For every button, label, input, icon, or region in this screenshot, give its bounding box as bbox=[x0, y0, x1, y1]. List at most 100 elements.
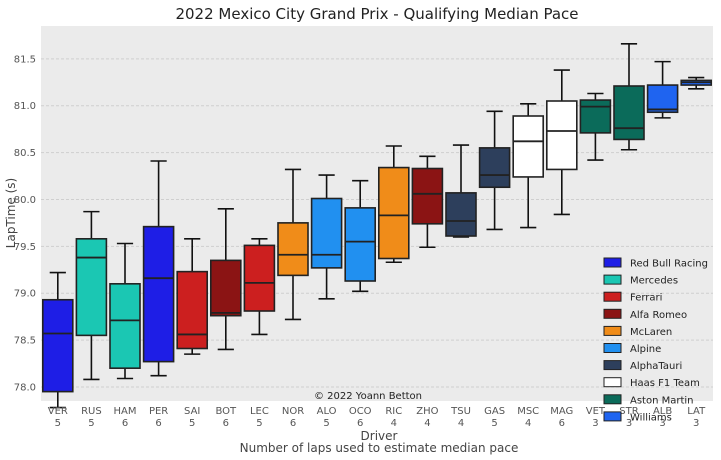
x-tick-laps: 3 bbox=[693, 418, 699, 429]
box-iqr bbox=[445, 192, 477, 237]
x-tick-laps: 3 bbox=[592, 418, 598, 429]
x-tick-label: RIC bbox=[385, 406, 402, 417]
box-iqr bbox=[243, 244, 276, 312]
x-tick-laps: 3 bbox=[659, 418, 665, 429]
y-tick-label: 78.0 bbox=[14, 382, 36, 393]
x-tick-laps: 5 bbox=[189, 418, 195, 429]
box-iqr bbox=[512, 115, 545, 178]
legend-item: Ferrari bbox=[603, 291, 662, 304]
x-tick-laps: 5 bbox=[55, 418, 61, 429]
x-tick-laps: 6 bbox=[357, 418, 363, 429]
legend-label: Red Bull Racing bbox=[630, 259, 708, 270]
legend-item: McLaren bbox=[603, 325, 672, 338]
box-iqr bbox=[646, 84, 679, 114]
legend-label: Aston Martin bbox=[630, 395, 694, 406]
x-tick-laps: 6 bbox=[223, 418, 229, 429]
x-tick-laps: 6 bbox=[290, 418, 296, 429]
box-iqr bbox=[41, 298, 74, 393]
x-tick-laps: 3 bbox=[626, 418, 632, 429]
legend-item: Alfa Romeo bbox=[603, 308, 687, 321]
y-tick-label: 79.5 bbox=[14, 242, 36, 253]
x-tick-label: STR bbox=[619, 406, 638, 417]
box-iqr bbox=[75, 238, 108, 337]
x-tick-label: LEC bbox=[250, 406, 269, 417]
x-tick-labels: VER5RUS5HAM6PER6SAI5BOT6LEC5NOR6ALO5OCO6… bbox=[48, 406, 706, 429]
legend-swatch bbox=[603, 325, 622, 336]
x-tick-label: PER bbox=[149, 406, 168, 417]
x-tick-label: VET bbox=[586, 406, 606, 417]
x-tick-laps: 6 bbox=[155, 418, 161, 429]
y-tick-label: 81.0 bbox=[14, 101, 36, 112]
box-oco bbox=[344, 179, 377, 293]
box-per bbox=[142, 160, 175, 377]
x-tick-label: ALO bbox=[317, 406, 337, 417]
legend-item: Haas F1 Team bbox=[603, 377, 700, 389]
legend-item: Red Bull Racing bbox=[603, 257, 708, 270]
box-gas bbox=[478, 110, 511, 231]
legend-swatch bbox=[603, 291, 622, 302]
box-iqr bbox=[176, 270, 208, 350]
y-tick-labels: 78.0 78.5 79.0 79.5 80.0 80.5 81.0 81.5 bbox=[14, 54, 36, 393]
y-tick-label: 79.0 bbox=[14, 289, 36, 300]
y-tick-label: 80.5 bbox=[14, 148, 36, 159]
y-tick-label: 80.0 bbox=[14, 195, 36, 206]
box-iqr bbox=[613, 85, 645, 141]
legend-swatch bbox=[603, 274, 622, 285]
x-tick-laps: 4 bbox=[525, 418, 531, 429]
box-ver bbox=[41, 271, 74, 409]
box-iqr bbox=[109, 283, 141, 369]
x-tick-laps: 5 bbox=[491, 418, 497, 429]
box-alo bbox=[310, 174, 343, 300]
x-tick-laps: 5 bbox=[323, 418, 329, 429]
x-tick-laps: 5 bbox=[256, 418, 262, 429]
boxes-layer bbox=[41, 43, 713, 409]
x-tick-label: BOT bbox=[215, 406, 237, 417]
y-axis-label: LapTime (s) bbox=[4, 178, 18, 248]
x-tick-label: GAS bbox=[484, 406, 505, 417]
box-iqr bbox=[377, 166, 410, 260]
box-zho bbox=[411, 155, 444, 249]
legend-label: Haas F1 Team bbox=[630, 378, 700, 389]
box-bot bbox=[210, 208, 242, 351]
y-tick-label: 81.5 bbox=[14, 54, 36, 65]
x-tick-label: HAM bbox=[114, 406, 137, 417]
box-sai bbox=[176, 238, 208, 355]
x-tick-label: TSU bbox=[450, 406, 471, 417]
legend-item: AlphaTauri bbox=[603, 360, 682, 372]
legend-swatch bbox=[603, 257, 622, 268]
legend-label: Mercedes bbox=[630, 276, 678, 287]
x-tick-laps: 6 bbox=[122, 418, 128, 429]
legend-label: Ferrari bbox=[630, 293, 662, 304]
box-lat bbox=[680, 76, 713, 90]
legend-swatch bbox=[603, 343, 622, 353]
legend-label: Alpine bbox=[630, 344, 661, 355]
x-axis-label: Driver bbox=[361, 429, 398, 443]
box-ric bbox=[377, 145, 410, 264]
x-tick-label: ALB bbox=[653, 406, 672, 417]
box-iqr bbox=[478, 147, 511, 189]
box-alb bbox=[646, 60, 679, 119]
legend-swatch bbox=[603, 394, 622, 405]
legend-label: Alfa Romeo bbox=[630, 310, 687, 321]
x-tick-label: LAT bbox=[687, 406, 706, 417]
credit-text: © 2022 Yoann Betton bbox=[314, 391, 422, 402]
x-tick-label: MSC bbox=[517, 406, 539, 417]
box-iqr bbox=[344, 207, 377, 282]
legend-item: Mercedes bbox=[603, 274, 678, 287]
box-iqr bbox=[210, 259, 242, 317]
box-iqr bbox=[277, 222, 309, 277]
x-tick-laps: 6 bbox=[559, 418, 565, 429]
x-tick-laps: 4 bbox=[424, 418, 430, 429]
box-iqr bbox=[142, 225, 175, 363]
y-tick-label: 78.5 bbox=[14, 336, 36, 347]
x-tick-label: MAG bbox=[550, 406, 573, 417]
legend-label: Williams bbox=[630, 412, 672, 423]
legend: Red Bull Racing Mercedes Ferrari Alfa Romeo… bbox=[603, 257, 708, 423]
box-msc bbox=[512, 103, 545, 229]
legend-label: McLaren bbox=[630, 327, 672, 338]
box-iqr bbox=[545, 100, 578, 171]
x-tick-label: SAI bbox=[184, 406, 200, 417]
box-lec bbox=[243, 238, 276, 336]
box-str bbox=[613, 43, 645, 151]
